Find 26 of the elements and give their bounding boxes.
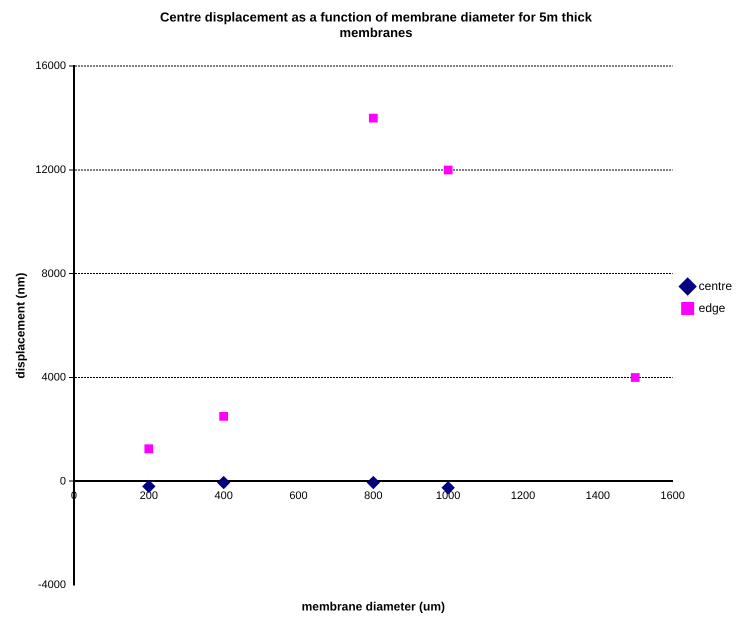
point <box>144 444 154 454</box>
x-tick-label: 1400 <box>586 490 610 502</box>
y-tick-label: 8000 <box>42 268 66 280</box>
legend-label: edge <box>698 300 726 315</box>
chart-title: Centre displacement as a function of membrane diameter for 5m thick membranes <box>160 9 593 40</box>
point <box>630 373 640 382</box>
y-tick-label: 0 <box>60 475 66 488</box>
y-tick-label: 4000 <box>42 372 66 384</box>
point <box>219 412 228 421</box>
x-tick-label: 1200 <box>510 490 536 502</box>
x-tick-label: 1600 <box>660 490 685 502</box>
y-tick-label: -4000 <box>38 579 66 592</box>
x-tick-label: 400 <box>214 490 233 502</box>
y-tick-label: 12000 <box>35 164 66 176</box>
x-tick-label: 1000 <box>436 490 460 502</box>
point <box>217 476 230 490</box>
x-axis-title: membrane diameter (um) <box>302 599 446 614</box>
x-tick-label: 600 <box>289 490 308 502</box>
y-axis-title: displacement (nm) <box>14 272 28 379</box>
y-tick-label: 16000 <box>35 60 66 72</box>
point <box>368 114 378 122</box>
x-tick-label: 800 <box>364 490 382 502</box>
point <box>444 166 453 174</box>
x-tick-label: 200 <box>140 490 158 502</box>
legend-label: centre <box>698 278 732 293</box>
point <box>366 476 380 490</box>
